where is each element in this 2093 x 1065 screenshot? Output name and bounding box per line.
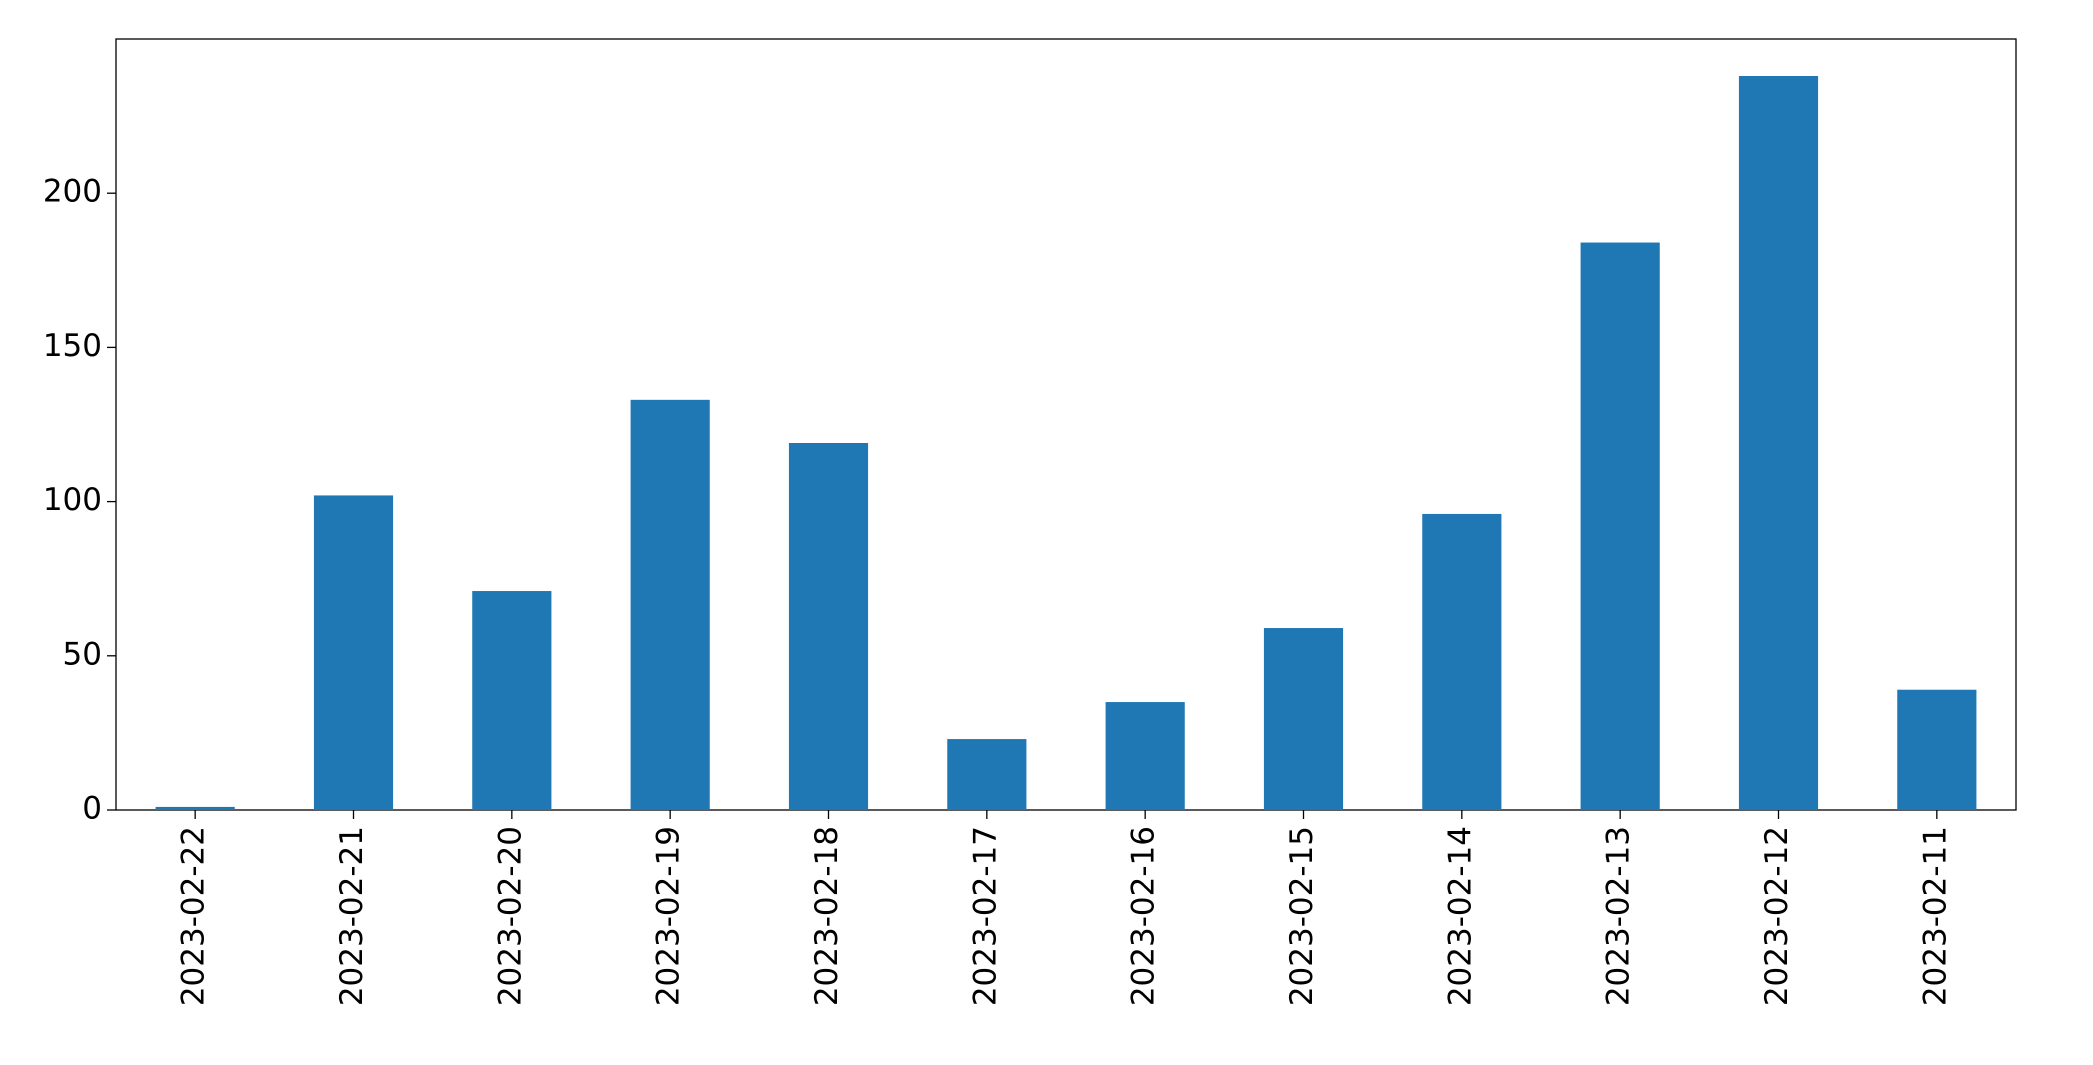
plot-frame [115,38,2017,811]
bar [1897,689,1977,810]
x-tick-label: 2023-02-12 [1759,826,1795,1006]
y-tick-label: 50 [63,636,102,672]
bar [1580,242,1660,810]
x-tick-label: 2023-02-21 [334,826,370,1006]
x-tick-label: 2023-02-20 [492,826,528,1006]
y-tick-label: 100 [43,482,102,518]
x-tick-label: 2023-02-17 [967,826,1003,1006]
x-tick-label: 2023-02-22 [176,826,212,1006]
bar [155,806,235,810]
y-tick-label: 150 [43,328,102,364]
x-tick-label: 2023-02-13 [1601,826,1637,1006]
bar [313,495,394,810]
x-tick-label: 2023-02-14 [1442,826,1478,1006]
x-tick-label: 2023-02-18 [809,826,845,1006]
x-tick-label: 2023-02-11 [1917,826,1953,1006]
bar [1422,513,1502,810]
y-tick-label: 200 [43,174,102,210]
bar [1263,628,1344,810]
bar [788,443,869,810]
bar [472,591,552,810]
x-tick-label: 2023-02-16 [1126,826,1162,1006]
bar [630,399,710,810]
bar [1738,76,1819,811]
x-tick-label: 2023-02-19 [651,826,687,1006]
y-tick-label: 0 [82,791,102,827]
x-tick-label: 2023-02-15 [1284,826,1320,1006]
bar [1105,702,1185,810]
bar [947,739,1027,810]
